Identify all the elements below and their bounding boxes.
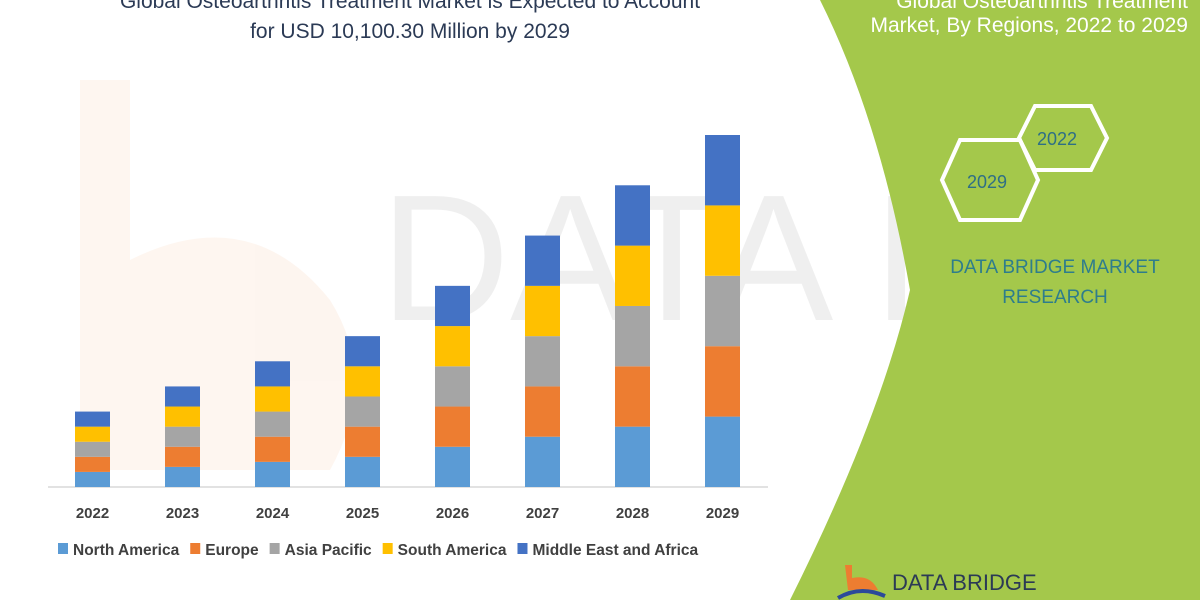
- bar-2029-middle-east-and-africa: [705, 135, 740, 206]
- logo-text: DATA BRIDGE: [892, 570, 1037, 595]
- legend-swatch: [58, 543, 68, 554]
- x-tick-label: 2022: [76, 505, 109, 522]
- chart-title-line2: for USD 10,100.30 Million by 2029: [250, 20, 570, 43]
- data-bridge-logo: DATA BRIDGE: [836, 565, 1037, 600]
- x-tick-label: 2027: [526, 505, 559, 522]
- bar-2029-europe: [705, 346, 740, 417]
- bar-2028-asia-pacific: [615, 305, 650, 367]
- bar-2027-south-america: [525, 285, 560, 337]
- bar-2027-europe: [525, 386, 560, 437]
- bar-2022-middle-east-and-africa: [75, 411, 110, 427]
- bar-2025-north-america: [345, 456, 380, 487]
- bar-2028-europe: [615, 366, 650, 427]
- bar-2022-asia-pacific: [75, 441, 110, 457]
- bar-2026-europe: [435, 406, 470, 447]
- legend-swatch: [517, 543, 528, 554]
- x-tick-label: 2026: [436, 505, 469, 522]
- bar-2024-asia-pacific: [255, 411, 290, 437]
- bar-2029-north-america: [705, 416, 740, 487]
- bar-2023-middle-east-and-africa: [165, 386, 200, 407]
- bar-2029-south-america: [705, 205, 740, 276]
- legend-label: Asia Pacific: [285, 542, 372, 559]
- bar-2029-asia-pacific: [705, 275, 740, 347]
- bar-2024-europe: [255, 436, 290, 462]
- bar-2027-middle-east-and-africa: [525, 235, 560, 286]
- bar-2025-asia-pacific: [345, 396, 380, 427]
- legend-label: Middle East and Africa: [532, 542, 698, 559]
- bar-2023-europe: [165, 446, 200, 467]
- bar-2027-asia-pacific: [525, 336, 560, 387]
- bar-2024-south-america: [255, 386, 290, 412]
- x-tick-label: 2029: [706, 505, 739, 522]
- bar-2026-asia-pacific: [435, 366, 470, 407]
- x-tick-label: 2028: [616, 505, 649, 522]
- bar-2028-south-america: [615, 245, 650, 306]
- hexagon-2029: [939, 138, 1041, 222]
- bar-2026-middle-east-and-africa: [435, 285, 470, 327]
- legend-swatch: [382, 543, 393, 554]
- legend-swatch: [190, 543, 201, 554]
- bar-2022-north-america: [75, 471, 110, 487]
- hex-year-2022: 2022: [1037, 129, 1077, 149]
- x-tick-label: 2023: [166, 505, 199, 522]
- bar-2028-north-america: [615, 426, 650, 487]
- bar-2028-middle-east-and-africa: [615, 185, 650, 246]
- bar-2022-south-america: [75, 426, 110, 442]
- side-title-line1: Global Osteoarthritis Treatment: [896, 0, 1188, 13]
- side-title-line2: Market, By Regions, 2022 to 2029: [870, 14, 1188, 37]
- side-panel-background: [790, 0, 1200, 600]
- brand-line1: DATA BRIDGE MARKET: [950, 257, 1160, 278]
- bar-2024-north-america: [255, 461, 290, 487]
- bar-2023-north-america: [165, 466, 200, 487]
- x-tick-label: 2025: [346, 505, 379, 522]
- bar-2025-south-america: [345, 366, 380, 397]
- bar-2024-middle-east-and-africa: [255, 361, 290, 387]
- bar-2027-north-america: [525, 436, 560, 487]
- bar-2023-south-america: [165, 406, 200, 427]
- bar-2026-south-america: [435, 326, 470, 367]
- bar-2025-middle-east-and-africa: [345, 336, 380, 367]
- bar-2022-europe: [75, 456, 110, 472]
- chart-title-line1: Global Osteoarthritis Treatment Market i…: [119, 0, 701, 13]
- legend-label: South America: [398, 542, 507, 559]
- x-tick-label: 2024: [256, 505, 290, 522]
- bar-2026-north-america: [435, 446, 470, 487]
- legend-label: Europe: [205, 542, 259, 559]
- bar-2025-europe: [345, 426, 380, 457]
- legend-label: North America: [73, 542, 180, 559]
- hex-year-2029: 2029: [967, 172, 1007, 192]
- brand-line2: RESEARCH: [1002, 287, 1108, 308]
- bar-2023-asia-pacific: [165, 426, 200, 447]
- legend-swatch: [269, 543, 280, 554]
